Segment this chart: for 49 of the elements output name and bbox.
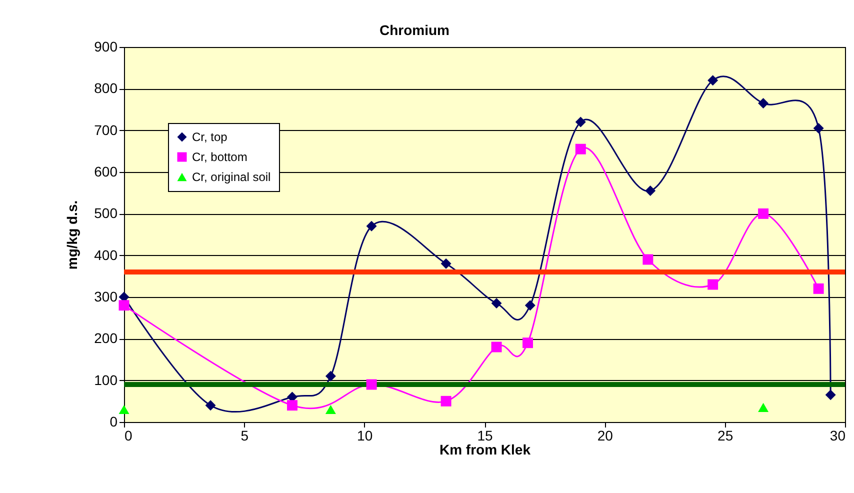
point (813, 283, 824, 294)
point (825, 390, 836, 400)
legend-label: Cr, top (192, 130, 228, 144)
x-tick-label: 5 (240, 428, 249, 444)
point (491, 298, 502, 308)
y-tick-label: 200 (94, 330, 118, 346)
point (286, 400, 298, 411)
point (440, 258, 452, 269)
x-tick-label: 20 (597, 428, 614, 444)
point (575, 144, 586, 154)
x-tick-label: 30 (830, 428, 846, 444)
point (758, 208, 769, 219)
point (813, 123, 824, 134)
y-tick-label: 100 (94, 372, 118, 388)
y-tick-label: 700 (94, 122, 118, 138)
point (522, 338, 534, 348)
point (440, 396, 452, 406)
point (118, 404, 130, 414)
y-tick-label: 300 (94, 288, 118, 304)
y-tick-label: 800 (94, 80, 118, 96)
x-tick-label: 25 (718, 428, 734, 444)
y-tick-label: 600 (94, 164, 118, 180)
point (325, 370, 336, 382)
point (205, 400, 216, 411)
x-tick-label: 0 (124, 428, 132, 444)
point (758, 402, 769, 412)
point (758, 98, 769, 108)
y-tick-label: 500 (94, 205, 118, 222)
y-tick-label: 400 (94, 246, 118, 263)
point (325, 404, 336, 414)
point (575, 116, 586, 128)
legend-label: Cr, bottom (192, 150, 248, 164)
point (524, 300, 536, 311)
point (708, 279, 718, 290)
point (366, 379, 377, 390)
y-axis-title: mg/kg d.s. (64, 200, 80, 270)
y-tick-label: 0 (110, 414, 118, 430)
point (642, 254, 654, 265)
y-tick-label: 900 (94, 38, 118, 54)
x-axis-title: Km from Klek (439, 442, 531, 458)
x-tick-label: 10 (357, 428, 373, 444)
point (708, 75, 718, 86)
point (118, 300, 130, 311)
point (491, 342, 502, 352)
chart-title: Chromium (380, 22, 450, 38)
legend-label: Cr, original soil (192, 170, 271, 184)
point (645, 186, 656, 196)
x-tick-label: 15 (477, 428, 493, 444)
point (366, 220, 377, 232)
